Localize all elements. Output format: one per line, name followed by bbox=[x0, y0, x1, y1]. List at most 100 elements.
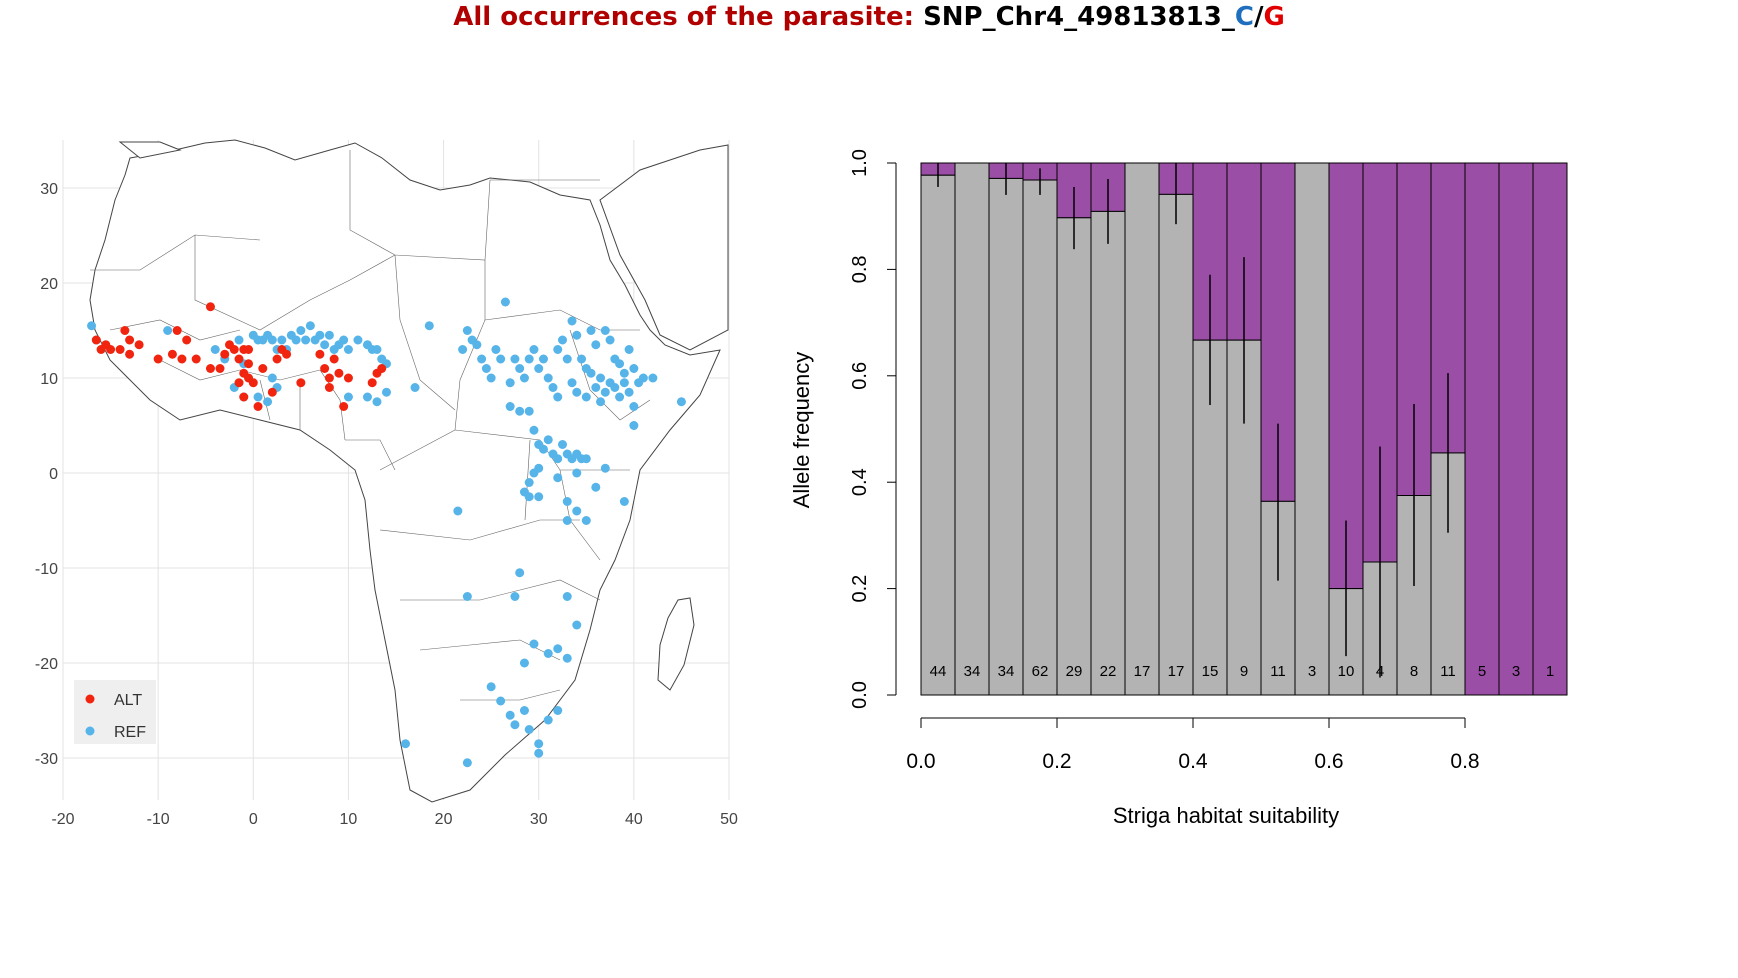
figure-title: All occurrences of the parasite: SNP_Chr… bbox=[0, 0, 1738, 34]
ref-point bbox=[605, 378, 615, 388]
y-tick-label: 0.0 bbox=[849, 681, 871, 709]
africa-landmass bbox=[89, 139, 729, 803]
ref-bar-segment bbox=[1294, 162, 1330, 696]
alt-point bbox=[244, 359, 254, 369]
ref-point bbox=[320, 340, 330, 350]
ref-point bbox=[234, 335, 244, 345]
ref-bar-segment bbox=[1260, 500, 1296, 696]
ref-bar-segment bbox=[1430, 452, 1466, 696]
alt-point bbox=[91, 335, 101, 345]
y-tick-label: 0.2 bbox=[849, 575, 871, 603]
ref-point bbox=[619, 378, 629, 388]
bar-count-label: 11 bbox=[1270, 663, 1286, 680]
bar-count-label: 15 bbox=[1202, 663, 1219, 680]
ref-point bbox=[510, 720, 520, 730]
y-tick-label: 0.4 bbox=[849, 468, 871, 496]
ref-point bbox=[462, 326, 472, 335]
ref-point bbox=[486, 373, 496, 383]
alt-point bbox=[134, 340, 144, 350]
ref-point bbox=[505, 402, 515, 411]
europe-outline bbox=[118, 141, 182, 159]
ref-point bbox=[529, 425, 539, 435]
ref-point bbox=[496, 696, 506, 706]
ref-point bbox=[596, 397, 606, 407]
alt-point bbox=[125, 349, 135, 359]
alt-point bbox=[172, 326, 182, 335]
bar-count-label: 3 bbox=[1308, 663, 1316, 680]
alt-point bbox=[253, 402, 263, 411]
ref-point bbox=[486, 682, 496, 692]
ref-point bbox=[301, 335, 311, 345]
ref-point bbox=[253, 392, 263, 402]
alt-bar-segment bbox=[1226, 162, 1262, 341]
ref-point bbox=[534, 739, 544, 749]
ref-point bbox=[515, 568, 525, 578]
alt-bar-segment bbox=[1532, 162, 1568, 696]
ref-point bbox=[619, 497, 629, 506]
title-separator: / bbox=[1253, 2, 1264, 32]
y-axis-label: Allele frequency bbox=[789, 352, 814, 509]
bar-count-label: 4 bbox=[1376, 663, 1384, 680]
ref-point bbox=[629, 402, 639, 411]
ref-point bbox=[591, 340, 601, 350]
legend-alt-label: ALT bbox=[114, 692, 142, 709]
ref-point bbox=[315, 330, 325, 340]
alt-point bbox=[343, 373, 353, 383]
alt-point bbox=[106, 345, 116, 354]
ref-point bbox=[629, 421, 639, 430]
alt-point bbox=[234, 378, 244, 388]
ref-point bbox=[562, 653, 572, 663]
ref-point bbox=[648, 373, 658, 383]
ref-point bbox=[638, 373, 648, 383]
alt-point bbox=[272, 354, 282, 364]
ref-point bbox=[629, 364, 639, 373]
ref-point bbox=[462, 758, 472, 768]
alt-point bbox=[282, 349, 292, 359]
alt-point bbox=[125, 335, 135, 345]
title-prefix: All occurrences of the parasite: bbox=[453, 2, 914, 32]
bar-count-label: 34 bbox=[998, 663, 1015, 680]
ref-point bbox=[343, 345, 353, 354]
alt-bar-segment bbox=[920, 162, 956, 176]
error-bars bbox=[937, 163, 1449, 678]
ref-point bbox=[543, 715, 553, 725]
y-tick-label: 0.6 bbox=[849, 362, 871, 390]
ref-point bbox=[529, 468, 539, 478]
alt-point bbox=[367, 378, 377, 388]
ref-point bbox=[491, 345, 501, 354]
alt-bar-segment bbox=[1056, 162, 1092, 219]
ref-point bbox=[581, 454, 591, 464]
alt-point bbox=[377, 364, 387, 373]
map-y-tick-label: -30 bbox=[35, 751, 58, 768]
ref-point bbox=[605, 335, 615, 345]
map-x-tick-label: -10 bbox=[147, 811, 170, 828]
ref-bar-segment bbox=[1158, 193, 1194, 696]
africa-outline bbox=[89, 139, 721, 803]
title-ref-allele: C bbox=[1234, 2, 1254, 32]
map-x-tick-label: 50 bbox=[720, 811, 738, 828]
ref-point bbox=[462, 592, 472, 601]
ref-point bbox=[615, 392, 625, 402]
ref-point bbox=[534, 748, 544, 758]
ref-point bbox=[567, 378, 577, 388]
ref-point bbox=[453, 506, 463, 516]
ref-point bbox=[524, 492, 534, 502]
ref-point bbox=[381, 387, 391, 397]
ref-point bbox=[496, 354, 506, 364]
ref-point bbox=[458, 345, 468, 354]
legend-ref-marker bbox=[85, 726, 95, 736]
ref-point bbox=[472, 340, 482, 350]
legend-alt-marker bbox=[85, 694, 95, 704]
title-alt-allele: G bbox=[1263, 2, 1285, 32]
ref-point bbox=[87, 321, 97, 331]
ref-point bbox=[572, 506, 582, 516]
alt-point bbox=[320, 364, 330, 373]
ref-point bbox=[596, 373, 606, 383]
ref-point bbox=[619, 368, 629, 378]
bar-count-label: 62 bbox=[1032, 663, 1049, 680]
ref-point bbox=[624, 345, 634, 354]
alt-point bbox=[324, 373, 334, 383]
ref-point bbox=[543, 649, 553, 658]
ref-point bbox=[572, 330, 582, 340]
ref-bar-segment bbox=[1226, 339, 1262, 696]
